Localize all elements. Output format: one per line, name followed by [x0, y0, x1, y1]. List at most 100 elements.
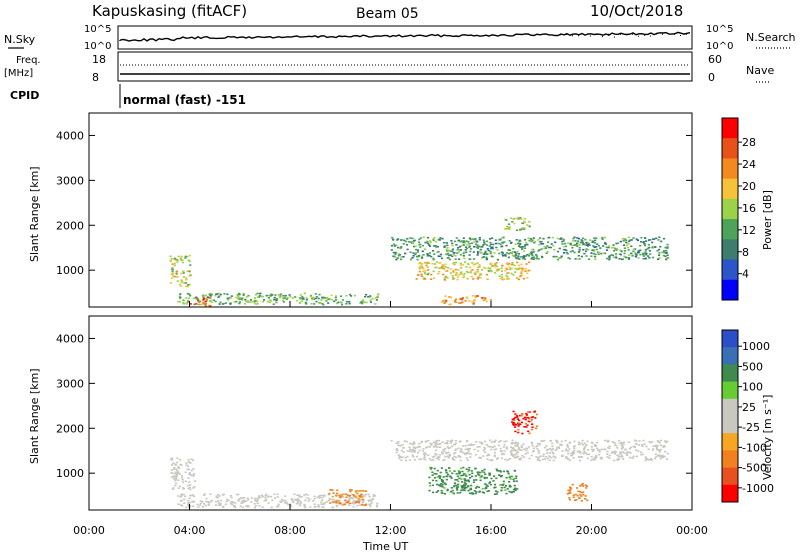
echo-cell: [614, 255, 617, 258]
echo-cell: [494, 439, 497, 442]
echo-cell: [574, 499, 577, 502]
echo-cell: [651, 449, 655, 451]
echo-cell: [460, 301, 463, 304]
echo-cell: [415, 248, 418, 251]
echo-cell: [256, 300, 259, 303]
echo-cell: [607, 447, 610, 449]
echo-cell: [395, 448, 398, 450]
echo-cell: [332, 492, 335, 494]
echo-cell: [553, 255, 556, 258]
echo-cell: [236, 297, 239, 300]
echo-cell: [173, 257, 177, 260]
ytick-label: 1000: [56, 264, 84, 277]
echo-cell: [494, 265, 497, 268]
echo-cell: [352, 505, 355, 508]
echo-cell: [428, 245, 432, 247]
echo-cell: [186, 270, 189, 273]
echo-cell: [521, 432, 524, 435]
echo-cell: [202, 506, 205, 508]
echo-cell: [203, 493, 206, 495]
echo-cell: [261, 506, 264, 508]
echo-cell: [481, 443, 484, 445]
echo-cell: [238, 293, 241, 296]
echo-cell: [441, 483, 444, 486]
echo-cell: [615, 247, 618, 250]
echo-cell: [634, 255, 637, 258]
echo-cell: [642, 255, 645, 257]
echo-cell: [431, 484, 434, 487]
echo-cell: [484, 473, 487, 475]
colorbar-swatch: [722, 347, 738, 365]
echo-cell: [511, 263, 514, 266]
echo-cell: [432, 239, 435, 242]
echo-cell: [400, 456, 403, 458]
echo-cell: [323, 495, 326, 497]
echo-cell: [296, 494, 299, 496]
echo-cell: [513, 251, 516, 253]
echo-cell: [561, 455, 564, 457]
echo-cell: [576, 245, 579, 247]
echo-cell: [598, 251, 601, 254]
echo-cell: [332, 502, 335, 504]
echo-cell: [205, 298, 208, 300]
echo-cell: [444, 483, 447, 486]
nave-tick-top: 60: [708, 53, 722, 66]
echo-cell: [468, 245, 471, 247]
echo-cell: [508, 476, 511, 479]
nsearch-label: N.Search: [746, 31, 796, 44]
echo-cell: [320, 494, 323, 497]
echo-cell: [652, 448, 655, 450]
echo-cell: [499, 440, 502, 442]
echo-cell: [568, 459, 571, 461]
echo-cell: [427, 440, 430, 442]
echo-cell: [307, 500, 310, 502]
echo-cell: [628, 258, 631, 260]
echo-cell: [600, 458, 603, 460]
echo-cell: [526, 224, 529, 226]
echo-cell: [340, 303, 344, 306]
echo-cell: [391, 236, 394, 239]
echo-cell: [485, 484, 488, 486]
echo-cell: [641, 453, 644, 456]
echo-cell: [454, 301, 457, 303]
echo-cell: [465, 247, 468, 250]
echo-cell: [451, 262, 455, 265]
echo-cell: [576, 242, 579, 245]
echo-cell: [177, 466, 180, 468]
echo-cell: [474, 296, 477, 299]
colorbar-tick-label: 25: [742, 401, 756, 414]
echo-cell: [577, 450, 581, 452]
echo-cell: [628, 240, 631, 243]
echo-cell: [664, 252, 667, 254]
echo-cell: [358, 495, 361, 497]
echo-cell: [446, 473, 450, 476]
echo-cell: [538, 442, 541, 445]
echo-cell: [426, 255, 429, 257]
echo-cell: [645, 458, 648, 461]
echo-cell: [412, 252, 415, 254]
echo-cell: [523, 255, 526, 257]
echo-cell: [509, 485, 512, 488]
echo-cell: [550, 439, 553, 442]
echo-cell: [369, 295, 372, 298]
echo-cell: [470, 248, 473, 250]
echo-cell: [169, 458, 172, 460]
echo-cell: [460, 478, 463, 480]
echo-cell: [595, 454, 598, 457]
echo-cell: [186, 255, 189, 258]
echo-cell: [495, 468, 498, 471]
echo-cell: [489, 446, 492, 448]
echo-cell: [472, 238, 475, 241]
echo-cell: [395, 451, 398, 454]
echo-cell: [254, 497, 257, 500]
echo-cell: [658, 454, 661, 456]
echo-cell: [452, 443, 456, 446]
echo-cell: [495, 448, 498, 450]
echo-cell: [500, 486, 503, 489]
echo-cell: [433, 237, 436, 239]
echo-cell: [615, 249, 618, 251]
echo-cell: [463, 487, 466, 490]
echo-cell: [345, 303, 348, 305]
echo-cell: [432, 445, 435, 448]
echo-cell: [449, 272, 452, 274]
